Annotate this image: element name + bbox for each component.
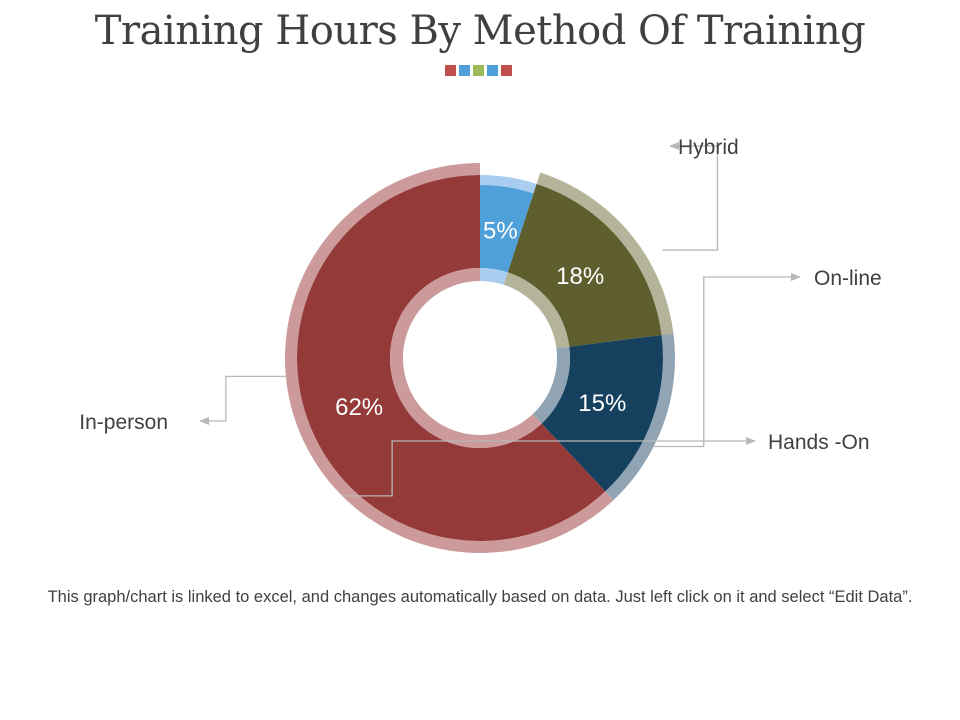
slice-inner-ring-hands-on (532, 346, 570, 424)
title-accent-squares (445, 65, 512, 76)
slice-inner-ring-on-line (503, 272, 570, 349)
leader-line-hybrid (662, 142, 719, 251)
slice-on-line[interactable] (507, 183, 662, 347)
slice-inner-ring-in-person (390, 268, 542, 448)
accent-square (473, 65, 484, 76)
slice-rim-hands-on (605, 333, 675, 501)
data-label-in-person: 62% (335, 394, 383, 421)
category-label-hands-on: Hands -On (768, 431, 870, 454)
accent-square (459, 65, 470, 76)
slice-rim-in-person (285, 163, 614, 553)
data-label-hands-on: 15% (578, 390, 626, 417)
slice-in-person[interactable] (296, 175, 606, 541)
category-label-on-line: On-line (814, 267, 882, 290)
page-title: Training Hours By Method Of Training (94, 8, 866, 54)
slice-hybrid[interactable] (480, 185, 534, 273)
slice-inner-ring-hybrid (480, 268, 508, 285)
category-label-in-person: In-person (79, 411, 168, 434)
slice-rim-hybrid (480, 175, 537, 194)
leader-line-in-person (199, 375, 286, 425)
category-label-hybrid: Hybrid (678, 136, 739, 159)
data-label-on-line: 18% (556, 263, 604, 290)
slice-hands-on[interactable] (541, 335, 663, 492)
data-label-hybrid: 5% (483, 218, 518, 245)
leader-line-on-line (653, 273, 801, 448)
accent-square (487, 65, 498, 76)
chart-caption: This graph/chart is linked to excel, and… (47, 588, 913, 606)
accent-square (501, 65, 512, 76)
leader-line-hands-on (342, 437, 756, 497)
accent-square (445, 65, 456, 76)
slice-rim-on-line (536, 172, 674, 336)
